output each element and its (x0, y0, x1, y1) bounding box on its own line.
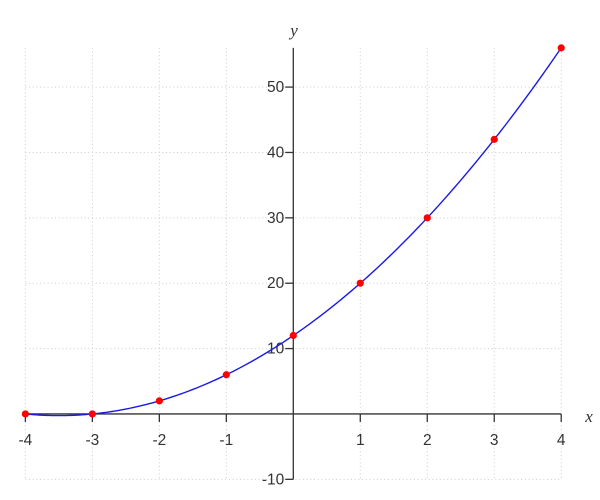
svg-text:3: 3 (490, 432, 499, 449)
svg-text:-2: -2 (152, 432, 166, 449)
svg-text:y: y (288, 21, 298, 40)
svg-text:-10: -10 (262, 471, 285, 488)
svg-text:2: 2 (423, 432, 432, 449)
svg-text:4: 4 (557, 432, 566, 449)
svg-text:-1: -1 (219, 432, 233, 449)
svg-text:-4: -4 (18, 432, 32, 449)
svg-text:1: 1 (356, 432, 365, 449)
svg-text:x: x (584, 407, 593, 426)
svg-text:-3: -3 (85, 432, 99, 449)
svg-text:50: 50 (267, 79, 285, 96)
svg-text:30: 30 (267, 210, 285, 227)
svg-text:40: 40 (267, 144, 285, 161)
svg-text:20: 20 (267, 275, 285, 292)
